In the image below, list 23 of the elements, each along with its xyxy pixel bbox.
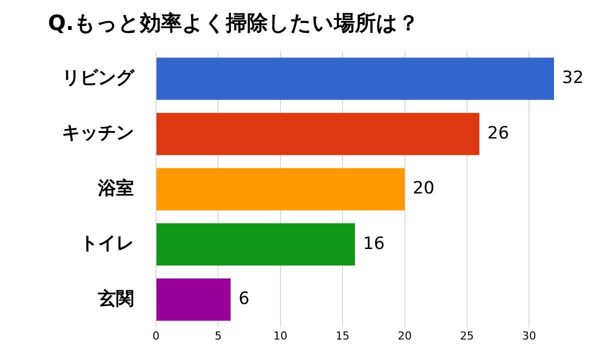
x-tick-label: 25 [460, 330, 474, 343]
data-label: 20 [412, 178, 434, 199]
data-label: 26 [487, 123, 510, 144]
bar [156, 112, 480, 156]
bar [156, 58, 554, 100]
x-tick-label: 15 [336, 330, 350, 343]
y-tick-label: 玄関 [97, 288, 134, 310]
y-tick-label: 浴室 [97, 178, 134, 199]
data-label: 16 [363, 234, 385, 254]
y-tick-label: リビング [62, 67, 135, 88]
x-tick-label: 0 [152, 330, 160, 343]
bar [156, 278, 231, 321]
bar [156, 168, 405, 210]
y-tick-label: トイレ [80, 233, 134, 254]
bar [156, 223, 355, 266]
chart-title: Q.もっと効率よく掃除したい場所は？ [48, 11, 419, 36]
x-tick-label: 20 [398, 330, 412, 343]
x-tick-label: 30 [522, 330, 536, 343]
y-tick-label: キッチン [62, 122, 134, 144]
data-label: 6 [238, 289, 250, 310]
data-label: 32 [562, 68, 584, 88]
x-tick-label: 5 [214, 330, 222, 343]
x-tick-label: 10 [273, 330, 288, 343]
